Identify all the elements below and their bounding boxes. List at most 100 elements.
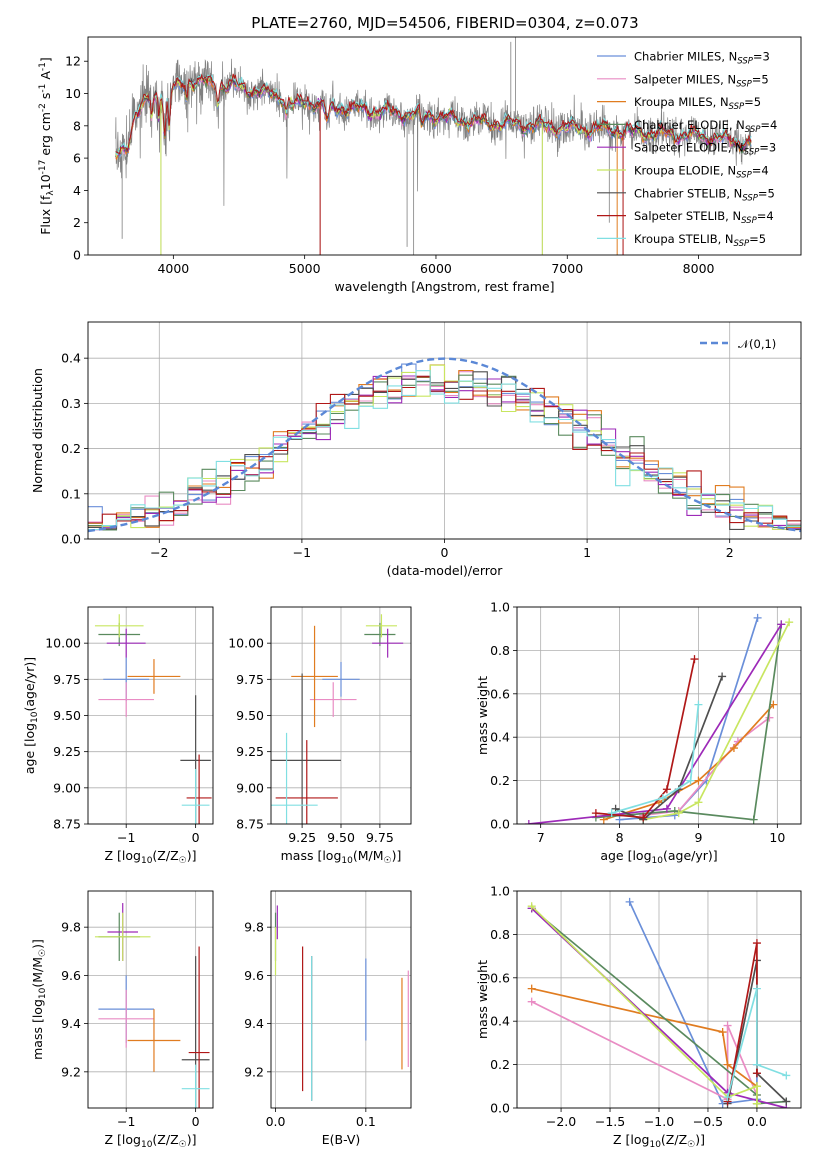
- massweight-vs-age-marker: [686, 776, 695, 785]
- mass-vs-Z-errorbar: [127, 1009, 181, 1072]
- massweight-vs-Z-line: [531, 905, 758, 1104]
- massweight-vs-Z-xtick-label: 0.0: [747, 1114, 767, 1129]
- massweight-vs-age-line: [643, 717, 770, 817]
- age-vs-mass-errorbar: [291, 625, 338, 728]
- massweight-vs-Z-line: [726, 988, 787, 1098]
- massweight-vs-Z-panel: −2.0 −1.5 −1.0 −0.5 0.0 0.0 0.2 0.4 0.6 0.8 1.0 Z […: [475, 884, 802, 1150]
- spectrum-xtick-label: 6000: [420, 261, 452, 276]
- massweight-vs-Z-marker: [723, 1093, 732, 1102]
- massweight-vs-age-line: [643, 621, 790, 821]
- age-vs-mass-errorbar: [271, 732, 318, 824]
- age-vs-Z-frame: [87, 606, 214, 825]
- age-vs-Z-ylabel: age [log10(age/yr)]: [22, 657, 40, 774]
- age-vs-mass-errorbar: [271, 673, 341, 824]
- age-vs-mass-ytick-label: 9.25: [236, 744, 264, 759]
- massweight-vs-age-line: [528, 623, 783, 824]
- massweight-vs-Z-marker: [752, 939, 761, 948]
- legend-entry: 𝒩(0,1): [738, 337, 776, 351]
- residual-histogram: [88, 370, 801, 531]
- residuals-xlabel: (data-model)/error: [387, 563, 504, 578]
- massweight-vs-age-marker: [591, 809, 600, 818]
- age-vs-Z-errorbar: [98, 682, 154, 717]
- mass-vs-Z-errorbar: [188, 946, 210, 1108]
- massweight-vs-age-line: [595, 658, 696, 819]
- residuals-frame: [87, 321, 802, 540]
- massweight-vs-age-ylabel: mass weight: [475, 676, 490, 755]
- spectrum-ytick-label: 8: [73, 118, 81, 133]
- massweight-vs-age-xtick-label: 10: [769, 830, 785, 845]
- spectrum-xtick-label: 8000: [683, 261, 715, 276]
- spectrum-xlabel: wavelength [Angstrom, rest frame]: [334, 279, 554, 294]
- spectrum-xtick-label: 4000: [157, 261, 189, 276]
- massweight-vs-age-ytick-label: 0.0: [490, 817, 510, 832]
- mass-vs-Z-ytick-label: 9.4: [61, 1016, 81, 1031]
- massweight-vs-Z-line: [628, 901, 758, 1105]
- massweight-vs-Z-marker: [752, 1069, 761, 1078]
- age-vs-mass-errorbar: [365, 614, 397, 638]
- mass-vs-Z-errorbar: [94, 912, 151, 961]
- spectrum-model-line: [115, 74, 752, 155]
- mass-vs-ebv-grid: [271, 891, 411, 1108]
- age-vs-mass-ytick-label: 9.50: [236, 708, 264, 723]
- legend-entry: Salpeter ELODIE, NSSP=3: [634, 141, 776, 158]
- massweight-vs-Z-marker: [752, 1060, 761, 1069]
- massweight-vs-Z-ytick-label: 0.0: [490, 1101, 510, 1116]
- spectrum-xtick-label: 7000: [551, 261, 583, 276]
- massweight-vs-Z-marker: [752, 984, 761, 993]
- mass-vs-ebv-frame: [270, 890, 412, 1109]
- mass-vs-Z-plot-area: [94, 903, 210, 1108]
- figure-title: PLATE=2760, MJD=54506, FIBERID=0304, z=0…: [251, 14, 638, 32]
- age-vs-Z-errorbar: [94, 614, 144, 638]
- age-vs-mass-xtick-label: 9.75: [366, 830, 394, 845]
- massweight-vs-age-marker: [662, 804, 671, 813]
- massweight-vs-age-marker: [765, 713, 774, 722]
- age-vs-Z-ytick-label: 10.00: [45, 636, 81, 651]
- age-vs-Z-panel: −1 0 8.75 9.00 9.25 9.50 9.75 10.00 Z [log10(Z/Z…: [22, 606, 214, 866]
- massweight-vs-age-marker: [658, 793, 667, 802]
- massweight-vs-age-marker: [785, 618, 794, 627]
- massweight-vs-age-panel: 7 8 9 10 0.0 0.2 0.4 0.6 0.8 1.0 age [log10(age/yr…: [475, 600, 802, 866]
- massweight-vs-age-frame: [516, 606, 802, 825]
- mass-vs-Z-grid: [88, 891, 213, 1108]
- residuals-ytick-label: 0.1: [61, 486, 81, 501]
- massweight-vs-age-ytick-label: 0.6: [490, 686, 510, 701]
- residuals-xtick-label: −1: [293, 545, 311, 560]
- massweight-vs-Z-marker: [527, 997, 536, 1006]
- residuals-ytick-label: 0.3: [61, 396, 81, 411]
- spectrum-xtick-label: 5000: [289, 261, 321, 276]
- massweight-vs-age-line: [615, 676, 723, 821]
- mass-vs-Z-ylabel: mass [log10(M/M☉)]: [30, 939, 48, 1060]
- mass-vs-Z-ytick-label: 9.2: [61, 1064, 81, 1079]
- massweight-vs-Z-marker: [718, 1028, 727, 1037]
- legend-entry: Kroupa ELODIE, NSSP=4: [634, 164, 769, 181]
- massweight-vs-age-line: [595, 624, 783, 821]
- massweight-vs-Z-plot-area: [527, 897, 791, 1108]
- massweight-vs-age-marker: [753, 613, 762, 622]
- spectrum-plot-area: [115, 37, 752, 255]
- age-vs-mass-errorbar: [322, 661, 360, 697]
- age-vs-Z-ytick-label: 8.75: [53, 817, 81, 832]
- massweight-vs-Z-marker: [527, 984, 536, 993]
- massweight-vs-Z-marker: [723, 1060, 732, 1069]
- residuals-ytick-label: 0.2: [61, 441, 81, 456]
- legend-entry: Kroupa STELIB, NSSP=5: [634, 232, 766, 249]
- massweight-vs-Z-ytick-label: 1.0: [490, 884, 510, 899]
- mass-vs-Z-errorbar: [98, 989, 154, 1048]
- massweight-vs-age-marker: [777, 620, 786, 629]
- age-vs-mass-grid: [271, 607, 411, 825]
- legend-entry: Salpeter STELIB, NSSP=4: [634, 209, 774, 226]
- massweight-vs-age-marker: [607, 809, 616, 818]
- age-vs-Z-grid: [88, 607, 213, 825]
- residuals-xtick-label: −2: [150, 545, 168, 560]
- residuals-plot-area: [88, 357, 801, 533]
- massweight-vs-age-ytick-label: 1.0: [490, 600, 510, 615]
- massweight-vs-age-ytick-label: 0.8: [490, 643, 510, 658]
- massweight-vs-age-marker: [662, 785, 671, 794]
- residuals-grid: [88, 322, 801, 540]
- age-vs-mass-xlabel: mass [log10(M/M☉)]: [281, 848, 402, 866]
- massweight-vs-Z-frame: [516, 890, 802, 1109]
- mass-vs-Z-ytick-label: 9.6: [61, 968, 81, 983]
- age-vs-Z-xlabel: Z [log10(Z/Z☉)]: [105, 848, 197, 866]
- age-vs-mass-errorbar: [372, 628, 404, 658]
